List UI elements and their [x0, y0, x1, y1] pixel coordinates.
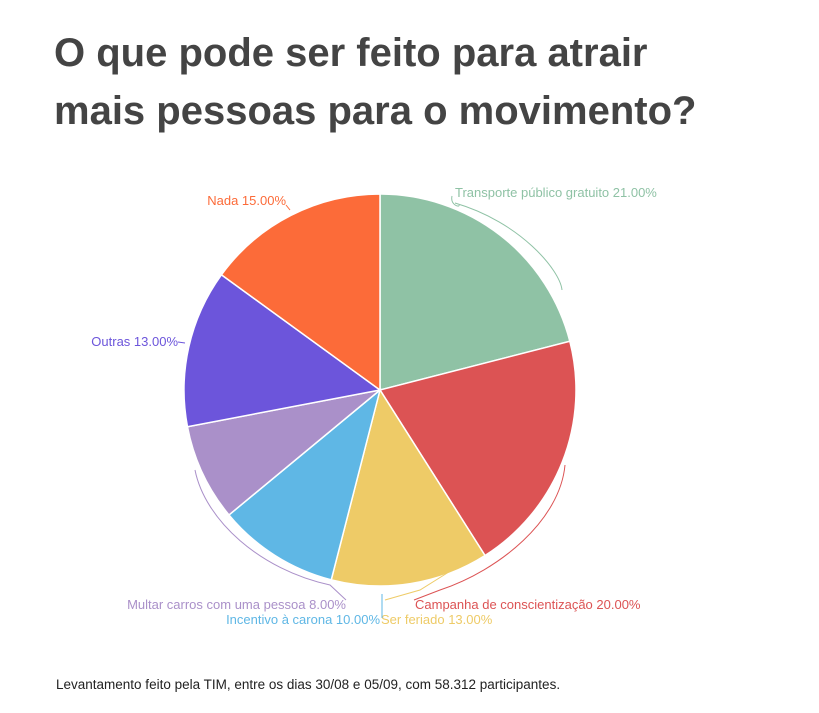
leader-line-5 — [177, 341, 186, 344]
slice-label-4: Multar carros com uma pessoa 8.00% — [127, 597, 346, 612]
slice-label-1: Campanha de conscientização 20.00% — [415, 597, 641, 612]
leader-line-1 — [413, 464, 566, 601]
leader-line-2 — [384, 569, 453, 601]
slice-label-0: Transporte público gratuito 21.00% — [455, 185, 657, 200]
chart-title-line-2: mais pessoas para o movimento? — [54, 89, 697, 133]
pie-slice-4 — [186, 389, 381, 516]
leader-line-4 — [194, 469, 347, 601]
chart-title-line-1: O que pode ser feito para atrair — [54, 31, 648, 75]
chart-title: O que pode ser feito para atrair mais pe… — [54, 24, 794, 140]
pie-slice-5 — [183, 273, 382, 428]
slice-label-6: Nada 15.00% — [207, 193, 286, 208]
pie-slice-6 — [220, 193, 381, 392]
source-note: Levantamento feito pela TIM, entre os di… — [56, 677, 561, 692]
pie-slice-3 — [227, 387, 382, 581]
slice-label-3: Incentivo à carona 10.00% — [226, 612, 380, 627]
slice-label-5: Outras 13.00% — [91, 334, 178, 349]
pie-slice-0 — [379, 193, 571, 391]
slice-label-2: Ser feriado 13.00% — [381, 612, 493, 627]
pie-slice-1 — [378, 340, 577, 557]
leader-line-0 — [451, 195, 563, 291]
pie-slice-2 — [330, 388, 487, 587]
leader-line-6 — [285, 204, 291, 211]
